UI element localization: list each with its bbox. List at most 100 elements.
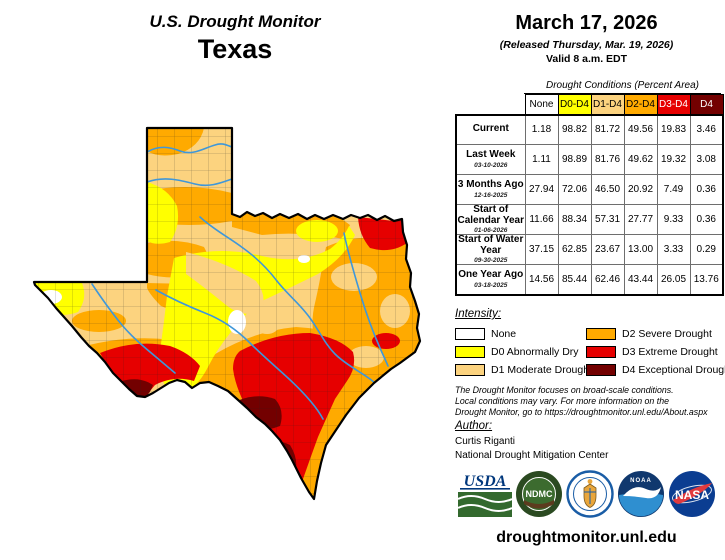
value-cell: 49.62 [623,144,658,175]
disclaimer-line: Drought Monitor, go to https://droughtmo… [455,407,708,417]
value-cell: 98.82 [557,114,592,145]
value-cell: 0.36 [689,174,724,205]
released-date: (Released Thursday, Mar. 19, 2026) [499,39,674,51]
row-label-cell: Current [455,114,526,145]
value-cell: 9.33 [656,204,691,235]
county-grid [34,128,420,499]
value-cell: 49.56 [623,114,658,145]
d4-swatch [586,364,616,376]
d2-swatch [586,328,616,340]
column-header-d1: D1-D4 [590,94,625,115]
row-label-cell: One Year Ago 03-18-2025 [455,264,526,295]
legend-item-d3: D3 Extreme Drought [586,343,723,361]
legend-item-d1: D1 Moderate Drought [455,361,592,379]
column-header-d0: D0-D4 [557,94,592,115]
noaa-logo: NOAA [617,471,664,517]
author-org: National Drought Mitigation Center [455,449,609,461]
value-cell: 19.83 [656,114,691,145]
row-label-cell: Last Week 03-10-2026 [455,144,526,175]
value-cell: 19.32 [656,144,691,175]
state-name: Texas [197,34,273,64]
valid-time: Valid 8 a.m. EDT [545,53,628,65]
value-cell: 23.67 [590,234,625,265]
value-cell: 1.11 [524,144,559,175]
value-cell: 3.08 [689,144,724,175]
value-cell: 13.00 [623,234,658,265]
svg-text:NOAA: NOAA [630,478,652,484]
author-block: Author: Curtis Riganti National Drought … [455,420,608,462]
legend-item-d0: D0 Abnormally Dry [455,343,586,361]
value-cell: 98.89 [557,144,592,175]
value-cell: 3.33 [656,234,691,265]
table-caption: Drought Conditions (Percent Area) [524,80,721,94]
value-cell: 7.49 [656,174,691,205]
ndmc-logo: NDMC [515,471,562,517]
value-cell: 57.31 [590,204,625,235]
value-cell: 88.34 [557,204,592,235]
value-cell: 43.44 [623,264,658,295]
table-row-start-calendar-year: Start of Calendar Year 01-06-2026 11.66 8… [455,204,724,235]
legend-title: Intensity: [455,308,502,320]
d3-swatch [586,346,616,358]
value-cell: 62.46 [590,264,625,295]
value-cell: 26.05 [656,264,691,295]
value-cell: 37.15 [524,234,559,265]
value-cell: 62.85 [557,234,592,265]
date-block: March 17, 2026 (Released Thursday, Mar. … [448,0,725,65]
column-header-d3: D3-D4 [656,94,691,115]
legend-item-d4: D4 Exceptional Drought [586,361,725,379]
nasa-logo: NASA [668,471,715,517]
value-cell: 81.76 [590,144,625,175]
commerce-logo [565,470,614,518]
state-border [32,126,422,501]
row-label-cell: Start of Water Year 09-30-2025 [455,234,526,265]
info-panel: March 17, 2026 (Released Thursday, Mar. … [448,0,725,560]
value-cell: 0.36 [689,204,724,235]
value-cell: 27.77 [623,204,658,235]
rivers [91,143,389,420]
value-cell: 81.72 [590,114,625,145]
value-cell: 13.76 [689,264,724,295]
table-row-last-week: Last Week 03-10-2026 1.11 98.89 81.76 49.… [455,144,724,175]
corner-cell [456,94,525,115]
d1-swatch [455,364,485,376]
value-cell: 3.46 [689,114,724,145]
table-row-start-water-year: Start of Water Year 09-30-2025 37.15 62.8… [455,234,724,265]
row-label-cell: 3 Months Ago 12-16-2025 [455,174,526,205]
author-heading: Author: [455,420,493,432]
author-name: Curtis Riganti [455,436,516,447]
column-header-none: None [524,94,559,115]
disclaimer-line: The Drought Monitor focuses on broad-sca… [455,385,674,395]
agency-logos: USDA NDMC [448,470,725,518]
disclaimer: The Drought Monitor focuses on broad-sca… [455,385,723,418]
website-url: droughtmonitor.unl.edu [496,529,677,546]
value-cell: 1.18 [524,114,559,145]
drought-conditions-table: None D0-D4 D1-D4 D2-D4 D3-D4 D4 Current … [455,94,724,296]
disclaimer-line: Local conditions may vary. For more info… [455,396,669,406]
column-header-d2: D2-D4 [623,94,658,115]
value-cell: 85.44 [557,264,592,295]
drought-regions [34,128,420,499]
intensity-legend: Intensity: None D0 Abnormally Dry D1 Mod… [455,308,725,379]
table-row-current: Current 1.18 98.82 81.72 49.56 19.83 3.4… [455,114,724,145]
legend-item-d2: D2 Severe Drought [586,325,723,343]
value-cell: 20.92 [623,174,658,205]
report-title: U.S. Drought Monitor [149,12,321,31]
map-date: March 17, 2026 [515,12,658,34]
header-row: None D0-D4 D1-D4 D2-D4 D3-D4 D4 [456,94,724,115]
svg-text:USDA: USDA [463,473,506,490]
value-cell: 0.29 [689,234,724,265]
value-cell: 11.66 [524,204,559,235]
column-header-d4: D4 [689,94,724,115]
svg-text:NDMC: NDMC [525,489,552,499]
title-block: U.S. Drought Monitor Texas [85,12,385,65]
value-cell: 14.56 [524,264,559,295]
row-label-cell: Start of Calendar Year 01-06-2026 [455,204,526,235]
table-row-one-year-ago: One Year Ago 03-18-2025 14.56 85.44 62.46… [455,264,724,295]
texas-drought-map [32,126,422,501]
value-cell: 72.06 [557,174,592,205]
usda-logo: USDA [457,471,512,517]
value-cell: 46.50 [590,174,625,205]
legend-item-none: None [455,325,586,343]
